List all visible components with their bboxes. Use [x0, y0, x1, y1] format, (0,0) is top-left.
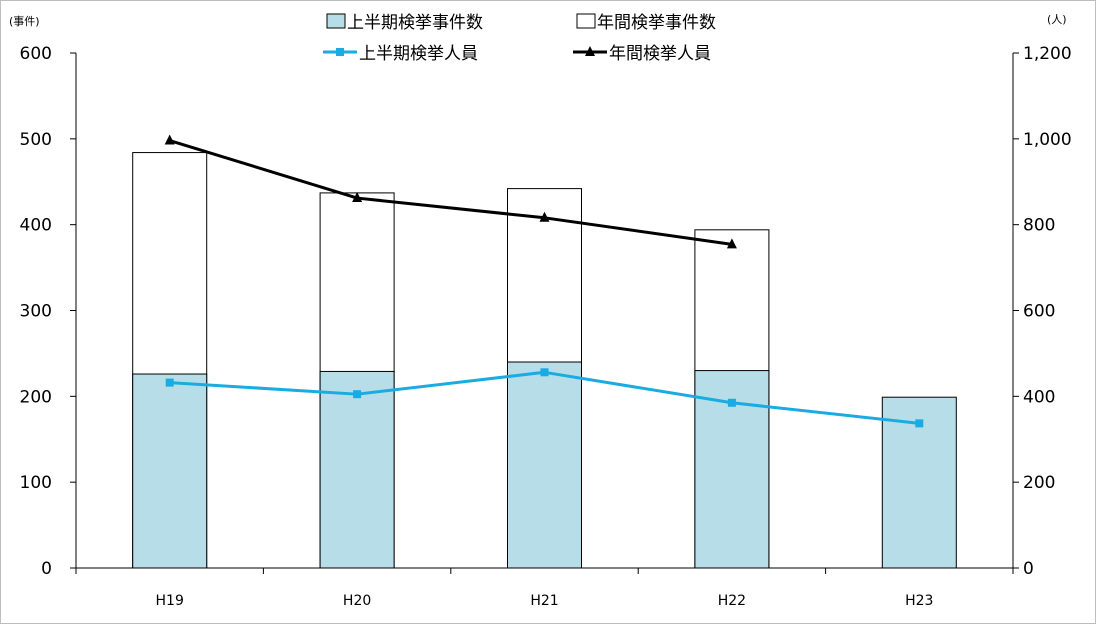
right-axis-unit: (人) — [1047, 13, 1067, 26]
legend-item-half-year-cases: 上半期検挙事件数 — [326, 13, 483, 33]
left-axis-tick-label: 0 — [41, 559, 52, 579]
left-axis-unit: (事件) — [9, 15, 40, 28]
lines — [164, 134, 924, 428]
bar-half-year-cases — [132, 373, 208, 569]
right-axis-tick-label: 600 — [1023, 302, 1055, 322]
x-axis-tick-label: H22 — [718, 593, 746, 609]
left-axis-tick-label: 500 — [20, 130, 52, 150]
legend-item-half-year-persons: 上半期検挙人員 — [323, 44, 478, 64]
left-axis-tick-label: 200 — [20, 387, 52, 407]
left-axis-tick-label: 600 — [20, 44, 52, 64]
right-axis-tick-label: 1,000 — [1023, 130, 1072, 150]
legend-item-annual-persons: 年間検挙人員 — [573, 44, 711, 64]
x-axis-tick-label: H20 — [343, 593, 371, 609]
left-axis-tick-label: 400 — [20, 216, 52, 236]
point-half-year-persons — [353, 390, 362, 399]
x-axis-tick-label: H23 — [905, 593, 933, 609]
left-axis-tick-label: 100 — [20, 473, 52, 493]
point-half-year-persons — [915, 419, 924, 428]
right-axis-tick-label: 800 — [1023, 216, 1055, 236]
bars — [132, 152, 957, 569]
legend-item-annual-cases: 年間検挙事件数 — [576, 13, 716, 33]
point-half-year-persons — [165, 378, 174, 387]
line-annual-persons — [169, 139, 733, 246]
point-annual-persons — [164, 134, 175, 145]
legend-swatch-annual-cases — [576, 13, 596, 29]
point-half-year-persons — [727, 398, 736, 407]
tick-labels: 0 100 200 300 400 500 600 0 200 400 600 800 1,000 1,2… — [20, 44, 1072, 609]
point-annual-persons — [352, 192, 363, 203]
legend-label-half-year-cases: 上半期検挙事件数 — [347, 13, 483, 33]
legend: 上半期検挙事件数 年間検挙事件数 上半期検挙人員 年間検挙人員 — [323, 13, 716, 64]
legend-marker-half-year-persons — [336, 48, 344, 56]
bar-half-year-cases — [319, 370, 395, 569]
x-axis-tick-label: H19 — [156, 593, 184, 609]
point-half-year-persons — [540, 368, 549, 377]
right-axis-tick-label: 0 — [1023, 559, 1034, 579]
x-axis-tick-label: H21 — [530, 593, 558, 609]
left-axis-tick-label: 300 — [20, 302, 52, 322]
right-axis-tick-label: 400 — [1023, 387, 1055, 407]
point-annual-persons — [539, 211, 550, 222]
point-annual-persons — [726, 238, 737, 249]
legend-label-half-year-persons: 上半期検挙人員 — [359, 44, 478, 64]
legend-label-annual-persons: 年間検挙人員 — [609, 44, 711, 64]
right-axis-tick-label: 200 — [1023, 473, 1055, 493]
right-axis-tick-label: 1,200 — [1023, 44, 1072, 64]
legend-swatch-half-year-cases — [326, 13, 346, 29]
legend-label-annual-cases: 年間検挙事件数 — [597, 13, 716, 33]
legend-marker-annual-persons — [585, 46, 595, 56]
bar-half-year-cases — [507, 361, 582, 569]
